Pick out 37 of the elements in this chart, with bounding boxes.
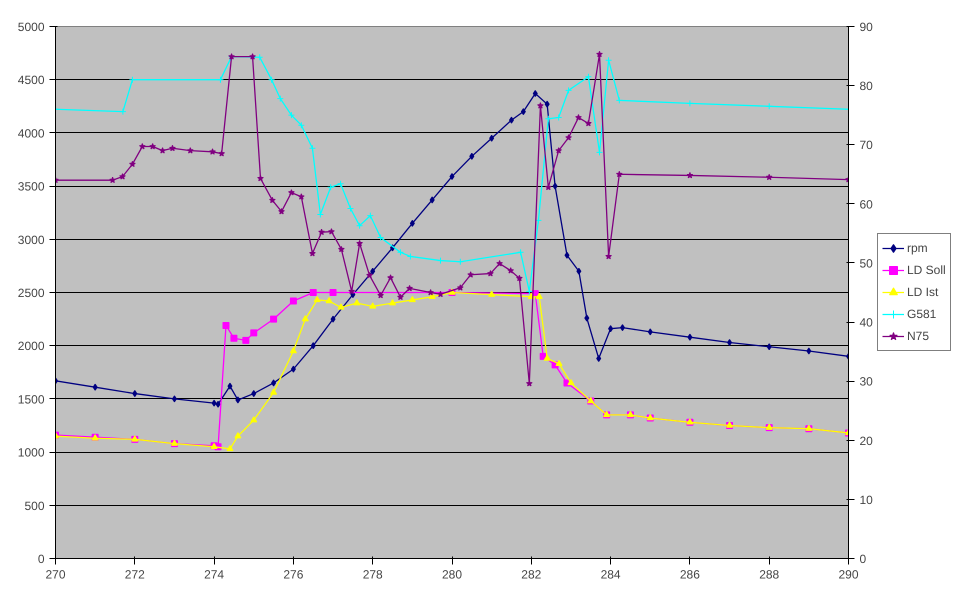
legend-label: LD Soll: [907, 263, 946, 277]
legend-label: LD Ist: [907, 285, 938, 299]
x-tick-label: 284: [600, 568, 621, 582]
y-tick-label: 3000: [18, 232, 45, 247]
y2-tick-label: 10: [860, 492, 874, 507]
y2-tick-label: 80: [860, 79, 874, 94]
x-tick-label: 286: [680, 568, 700, 582]
y-tick-label: 500: [24, 498, 45, 513]
x-tick-label: 276: [283, 568, 304, 582]
x-tick-label: 278: [362, 568, 384, 582]
legend-label: rpm: [907, 241, 928, 255]
y-tick-label: 1500: [18, 392, 45, 406]
y2-tick-label: 50: [860, 256, 874, 270]
x-tick-label: 290: [838, 568, 859, 582]
x-tick-label: 270: [45, 568, 66, 582]
y2-tick-label: 30: [860, 374, 874, 389]
y-tick-label: 5000: [18, 20, 45, 34]
y2-tick-label: 0: [860, 552, 866, 566]
x-tick-label: 288: [759, 568, 780, 582]
legend-label: N75: [907, 329, 930, 343]
y2-tick-label: 60: [860, 197, 874, 212]
x-tick-label: 282: [521, 568, 542, 582]
y-tick-label: 4500: [18, 73, 45, 88]
legend-label: G581: [907, 307, 936, 321]
y-tick-label: 2500: [18, 286, 45, 300]
x-tick-label: 274: [204, 568, 224, 582]
y2-tick-label: 90: [860, 20, 874, 34]
y-tick-label: 0: [38, 552, 45, 566]
y2-tick-label: 40: [860, 316, 874, 330]
x-tick-label: 272: [124, 568, 146, 582]
y2-tick-label: 20: [860, 434, 874, 448]
x-tick-label: 280: [442, 568, 462, 582]
y-tick-label: 2000: [18, 339, 45, 354]
y-tick-label: 4000: [18, 126, 45, 140]
y-tick-label: 1000: [18, 446, 45, 460]
y2-tick-label: 70: [860, 138, 874, 152]
y-tick-label: 3500: [18, 180, 45, 194]
